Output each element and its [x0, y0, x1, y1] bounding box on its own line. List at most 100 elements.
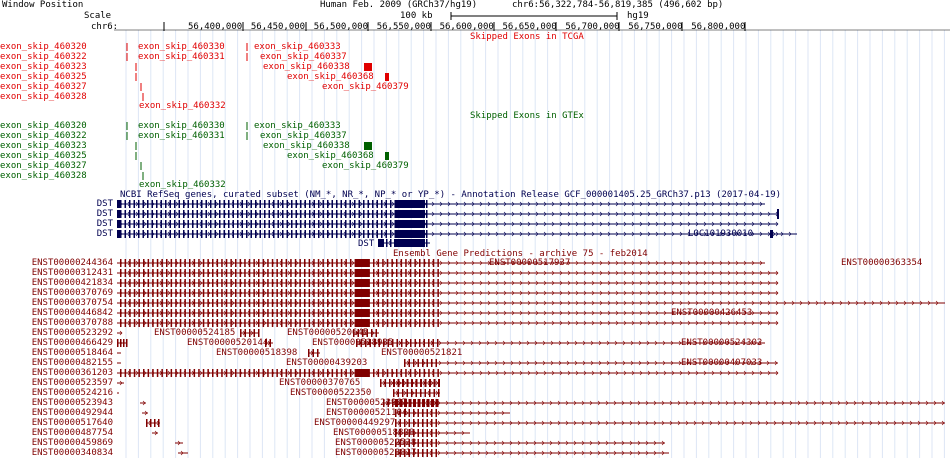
tcga-feature[interactable]: exon_skip_460368	[287, 72, 374, 82]
gene-exon	[304, 289, 306, 297]
refseq-label[interactable]: DST	[96, 219, 113, 229]
gtex-feature[interactable]: exon_skip_460368	[287, 151, 374, 161]
tcga-feature[interactable]: exon_skip_460331	[138, 52, 225, 62]
gtex-feature[interactable]: exon_skip_460330	[138, 121, 225, 131]
gtex-feature[interactable]: exon_skip_460379	[322, 161, 409, 171]
ensembl-feature[interactable]: ENST00000363354	[841, 258, 923, 268]
gtex-label[interactable]: exon_skip_460327	[0, 161, 87, 171]
ensembl-feature[interactable]: ENST00000449297	[314, 418, 396, 428]
tcga-label[interactable]: exon_skip_460320	[0, 42, 87, 52]
gene-exon	[359, 299, 361, 307]
gene-exon	[147, 299, 150, 307]
gene-exon	[336, 279, 338, 287]
strand-arrow	[287, 320, 291, 326]
ensembl-label[interactable]: ENST00000459869	[31, 438, 113, 448]
ensembl-feature[interactable]: ENST00000520645	[287, 328, 369, 338]
ensembl-label[interactable]: ENST00000466429	[31, 338, 113, 348]
tcga-feature[interactable]: exon_skip_460333	[254, 42, 341, 52]
ensembl-feature[interactable]: ENST00000524185	[154, 328, 236, 338]
strand-arrow	[287, 290, 291, 296]
tcga-feature[interactable]: exon_skip_460337	[260, 52, 347, 62]
ensembl-feature[interactable]: ENST00000523817	[335, 448, 417, 458]
refseq-label[interactable]: DST	[96, 229, 113, 239]
strand-arrow	[589, 450, 593, 456]
ensembl-label[interactable]: ENST00000370788	[31, 318, 113, 328]
ensembl-label[interactable]: ENST00000446842	[31, 308, 113, 318]
strand-arrow	[607, 320, 611, 326]
gene-exon	[129, 220, 131, 228]
tcga-label[interactable]: exon_skip_460328	[0, 92, 87, 102]
gtex-label[interactable]: exon_skip_460328	[0, 171, 87, 181]
strand-arrow	[351, 280, 355, 286]
gtex-label[interactable]: exon_skip_460320	[0, 121, 87, 131]
strand-arrow	[606, 340, 610, 346]
tcga-feature[interactable]: exon_skip_460330	[138, 42, 225, 52]
gene-exon	[165, 230, 167, 238]
gene-exon	[120, 309, 122, 317]
ensembl-label[interactable]: ENST00000523597	[31, 378, 113, 388]
ensembl-label[interactable]: ENST00000518464	[31, 348, 113, 358]
refseq-feature[interactable]: LOC101930010	[688, 229, 754, 239]
ensembl-label[interactable]: ENST00000492944	[31, 408, 113, 418]
gtex-feature[interactable]: exon_skip_460332	[139, 180, 226, 190]
ensembl-feature[interactable]: ENST00000520144	[187, 338, 269, 348]
ensembl-label[interactable]: ENST00000244364	[31, 258, 113, 268]
ensembl-feature[interactable]: ENST00000439203	[286, 358, 368, 368]
gene-exon	[422, 419, 424, 427]
ensembl-label[interactable]: ENST00000370769	[31, 288, 113, 298]
ensembl-label[interactable]: ENST00000312431	[31, 268, 113, 278]
ensembl-label[interactable]: ENST00000370754	[31, 298, 113, 308]
ensembl-label[interactable]: ENST00000482155	[31, 358, 113, 368]
gene-exon	[207, 369, 209, 377]
tcga-feature[interactable]: exon_skip_460379	[322, 82, 409, 92]
ensembl-feature[interactable]: ENST00000521821	[381, 348, 463, 358]
ensembl-feature[interactable]: ENST00000426453	[671, 308, 753, 318]
gene-exon	[150, 419, 152, 427]
gtex-feature[interactable]: exon_skip_460338	[263, 141, 350, 151]
gtex-feature[interactable]: exon_skip_460337	[260, 131, 347, 141]
gene-exon	[120, 299, 122, 307]
strand-arrow	[735, 201, 739, 207]
ensembl-feature[interactable]: ENST00000522350	[290, 388, 372, 398]
tcga-label[interactable]: exon_skip_460327	[0, 82, 87, 92]
ensembl-label[interactable]: ENST00000340834	[31, 448, 113, 458]
refseq-label[interactable]: DST	[96, 199, 113, 209]
refseq-label[interactable]: DST	[96, 209, 113, 219]
ensembl-feature[interactable]: ENST00000521104	[326, 408, 408, 418]
tcga-label[interactable]: exon_skip_460325	[0, 72, 87, 82]
gtex-label[interactable]: exon_skip_460323	[0, 141, 87, 151]
ensembl-feature[interactable]: ENST00000370765	[279, 378, 361, 388]
ensembl-label[interactable]: ENST00000421834	[31, 278, 113, 288]
gene-exon	[295, 220, 297, 228]
refseq-feature[interactable]: DST	[358, 239, 375, 249]
ensembl-label[interactable]: ENST00000517640	[31, 418, 113, 428]
ensembl-feature[interactable]: ENST00000407033	[681, 358, 763, 368]
strand-arrow	[433, 400, 437, 406]
ensembl-feature[interactable]: ENST00000518828	[333, 428, 415, 438]
tcga-label[interactable]: exon_skip_460323	[0, 62, 87, 72]
gene-exon	[202, 309, 205, 317]
gtex-feature[interactable]: exon_skip_460333	[254, 121, 341, 131]
gtex-feature[interactable]: exon_skip_460331	[138, 131, 225, 141]
ensembl-label[interactable]: ENST00000524216	[31, 388, 113, 398]
ensembl-label[interactable]: ENST00000487754	[31, 428, 113, 438]
gene-exon	[355, 259, 369, 267]
ensembl-feature[interactable]: ENST00000518398	[216, 348, 298, 358]
ensembl-label[interactable]: ENST00000361203	[31, 368, 113, 378]
tcga-label[interactable]: exon_skip_460322	[0, 52, 87, 62]
gtex-label[interactable]: exon_skip_460325	[0, 151, 87, 161]
ensembl-feature[interactable]: ENST00000518935	[312, 338, 394, 348]
ensembl-feature[interactable]: ENST00000523967	[326, 398, 408, 408]
gene-exon	[120, 220, 122, 228]
ensembl-label[interactable]: ENST00000523292	[31, 328, 113, 338]
tcga-feature[interactable]: exon_skip_460338	[263, 62, 350, 72]
strand-arrow	[759, 370, 763, 376]
tcga-feature[interactable]: exon_skip_460332	[139, 101, 226, 111]
ensembl-feature[interactable]: ENST00000524302	[681, 338, 763, 348]
ensembl-label[interactable]: ENST00000523943	[31, 398, 113, 408]
gtex-label[interactable]: exon_skip_460322	[0, 131, 87, 141]
strand-arrow	[527, 310, 531, 316]
ensembl-feature[interactable]: ENST00000522538	[335, 438, 417, 448]
ensembl-feature[interactable]: ENST00000517937	[489, 258, 571, 268]
strand-arrow	[437, 430, 441, 436]
